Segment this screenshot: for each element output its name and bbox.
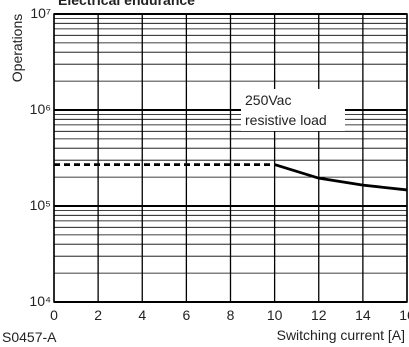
y-tick-label: 10⁴ <box>29 293 51 309</box>
y-tick-label: 10⁵ <box>30 197 51 213</box>
x-tick-label: 14 <box>355 307 371 323</box>
annotation: 250Vac <box>245 92 291 108</box>
chart-title: Electrical endurance <box>58 0 195 8</box>
x-tick-label: 2 <box>94 307 102 323</box>
x-tick-label: 16 <box>399 307 409 323</box>
annotation-box <box>241 89 345 131</box>
x-tick-label: 8 <box>227 307 235 323</box>
series-line <box>274 163 408 192</box>
x-tick-label: 12 <box>311 307 327 323</box>
x-tick-label: 4 <box>138 307 146 323</box>
footnote: S0457-A <box>2 329 57 345</box>
y-axis-label: Operations <box>9 14 25 82</box>
x-tick-label: 6 <box>182 307 190 323</box>
x-axis-label: Switching current [A] <box>277 327 405 343</box>
plot-frame <box>53 13 408 303</box>
y-tick-label: 10⁶ <box>30 101 51 117</box>
x-tick-label: 10 <box>267 307 283 323</box>
annotation: resistive load <box>245 112 327 128</box>
y-tick-label: 10⁷ <box>30 5 51 21</box>
x-tick-label: 0 <box>50 307 58 323</box>
